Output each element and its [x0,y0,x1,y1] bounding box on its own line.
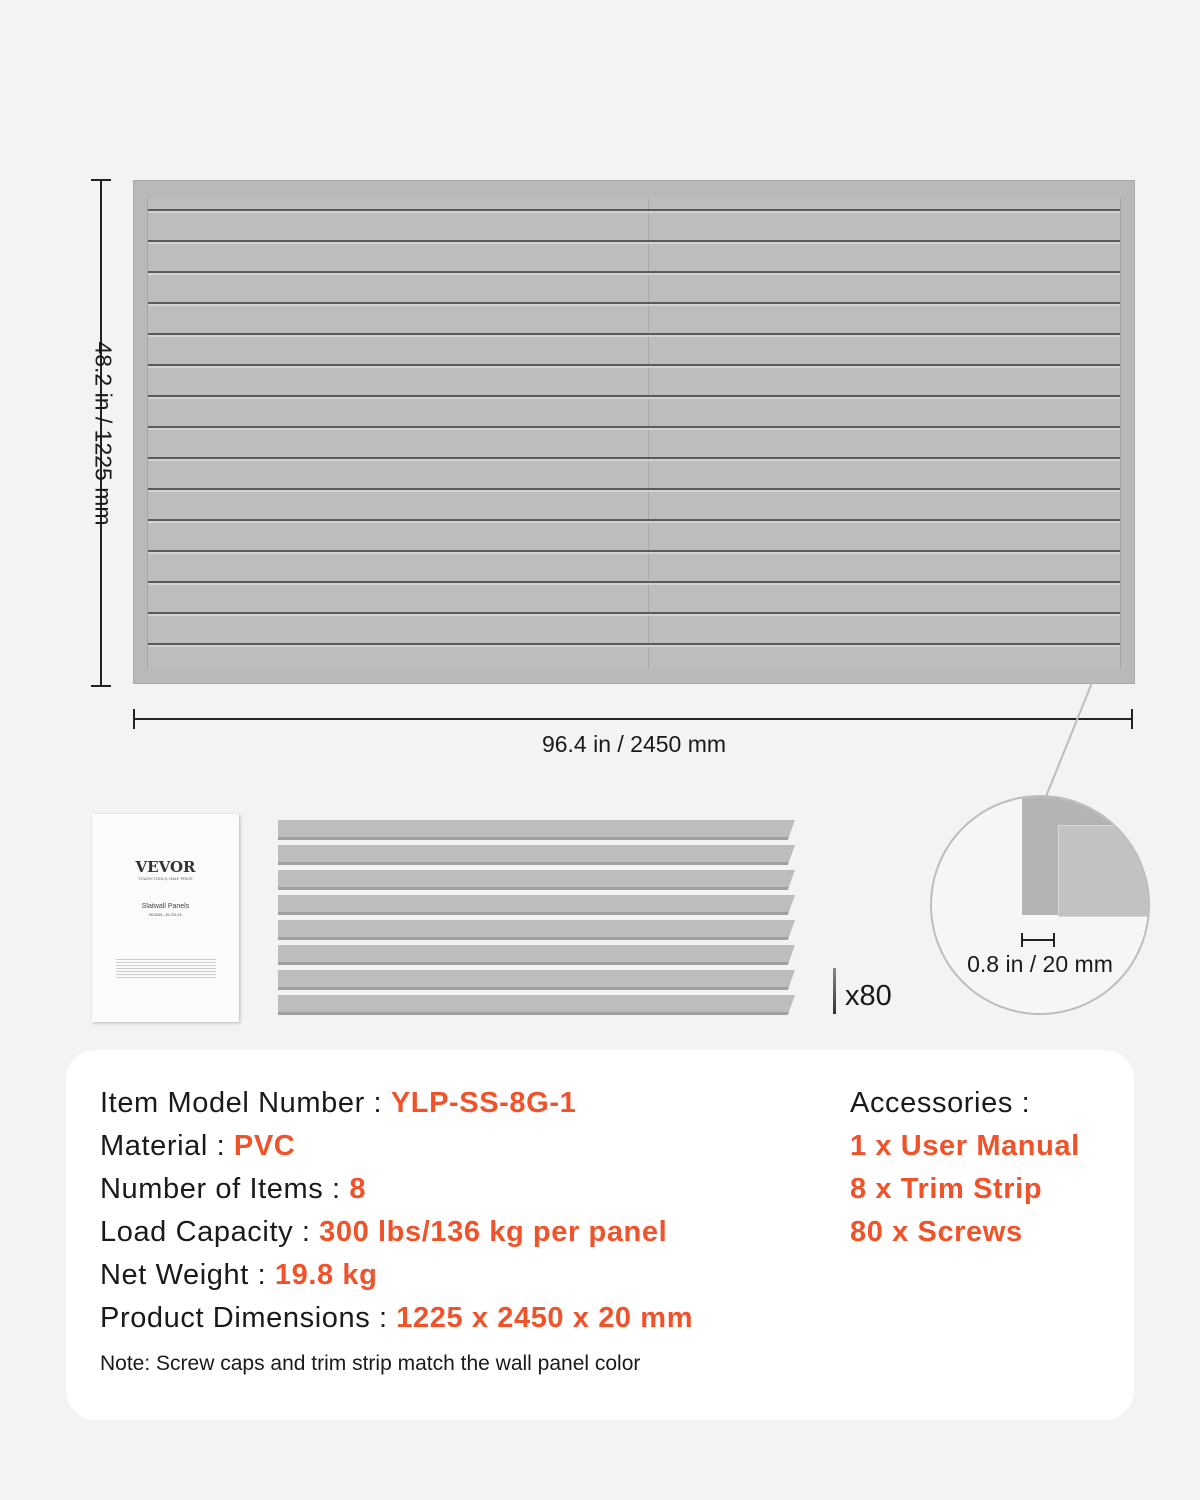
spec-value: 300 lbs/136 kg per panel [319,1216,668,1248]
trim-strip [278,870,795,890]
spec-value: 8 [349,1173,367,1205]
dimension-tick [91,179,111,181]
slat-groove [148,395,1120,399]
spec-label: Load Capacity : [100,1216,320,1248]
width-dimension-line [133,718,1133,720]
accessory-item: 8 x Trim Strip [850,1173,1043,1205]
height-dimension-line [100,179,102,687]
trim-strip [278,920,795,940]
dimension-tick [1131,709,1133,729]
thickness-detail-callout: 0.8 in / 20 mm [930,795,1150,1015]
spec-row: Number of Items : 8 [100,1173,366,1206]
user-manual-image: VEVOR TOUGH TOOLS, HALF PRICE Slatwall P… [92,814,239,1022]
accessories-title: Accessories : [850,1087,1031,1119]
accessory-item: 1 x User Manual [850,1130,1080,1162]
slat-groove [148,271,1120,275]
height-label: 48.2 in / 1225 mm [90,341,117,526]
slat-groove [148,209,1120,213]
trim-strip [278,845,795,865]
callout-line [1044,680,1094,800]
panel-seam [648,198,649,669]
spec-row: Net Weight : 19.8 kg [100,1259,377,1292]
slatwall-panel-image [133,180,1135,684]
slat-groove [148,488,1120,492]
spec-label: Item Model Number : [100,1087,391,1119]
slat-groove [148,457,1120,461]
slat-groove [148,581,1120,585]
spec-row: Product Dimensions : 1225 x 2450 x 20 mm [100,1302,693,1335]
spec-value: PVC [233,1130,296,1162]
spec-value: 1225 x 2450 x 20 mm [396,1302,694,1334]
spec-label: Product Dimensions : [100,1302,397,1334]
manual-title: Slatwall Panels [141,903,190,910]
spec-row: Load Capacity : 300 lbs/136 kg per panel [100,1216,667,1249]
trim-strip [278,970,795,990]
slat-groove [148,364,1120,368]
trim-strip [278,995,795,1015]
trim-strip [278,895,795,915]
slat-groove [148,643,1120,647]
screw-icon [833,968,836,1014]
thickness-dimension-line [1021,939,1055,941]
note: Note: Screw caps and trim strip match th… [100,1352,641,1375]
thickness-label: 0.8 in / 20 mm [967,951,1113,977]
dimension-tick [133,709,135,729]
panel-face [1058,825,1148,917]
width-label: 96.4 in / 2450 mm [541,731,727,757]
trim-strip [278,820,795,840]
spec-card: Item Model Number : YLP-SS-8G-1 Material … [66,1050,1134,1420]
slat-groove [148,302,1120,306]
spec-row: Material : PVC [100,1130,295,1163]
dimension-tick [91,685,111,687]
trim-strip [278,945,795,965]
slat-groove [148,612,1120,616]
manual-tagline: TOUGH TOOLS, HALF PRICE [138,876,193,881]
spec-row: Item Model Number : YLP-SS-8G-1 [100,1087,576,1120]
manual-brand: VEVOR [135,858,196,876]
spec-value: 19.8 kg [274,1259,378,1291]
slat-groove [148,519,1120,523]
spec-label: Net Weight : [100,1259,275,1291]
slat-groove [148,333,1120,337]
spec-value: YLP-SS-8G-1 [390,1087,577,1119]
slat-groove [148,550,1120,554]
slat-groove [148,240,1120,244]
manual-fine-print [115,957,216,979]
manual-model: MODEL: KLCB-01 [149,912,182,917]
spec-label: Number of Items : [100,1173,350,1205]
accessory-item: 80 x Screws [850,1216,1023,1248]
slat-groove [148,426,1120,430]
spec-label: Material : [100,1130,234,1162]
screw-count: x80 [845,980,892,1012]
